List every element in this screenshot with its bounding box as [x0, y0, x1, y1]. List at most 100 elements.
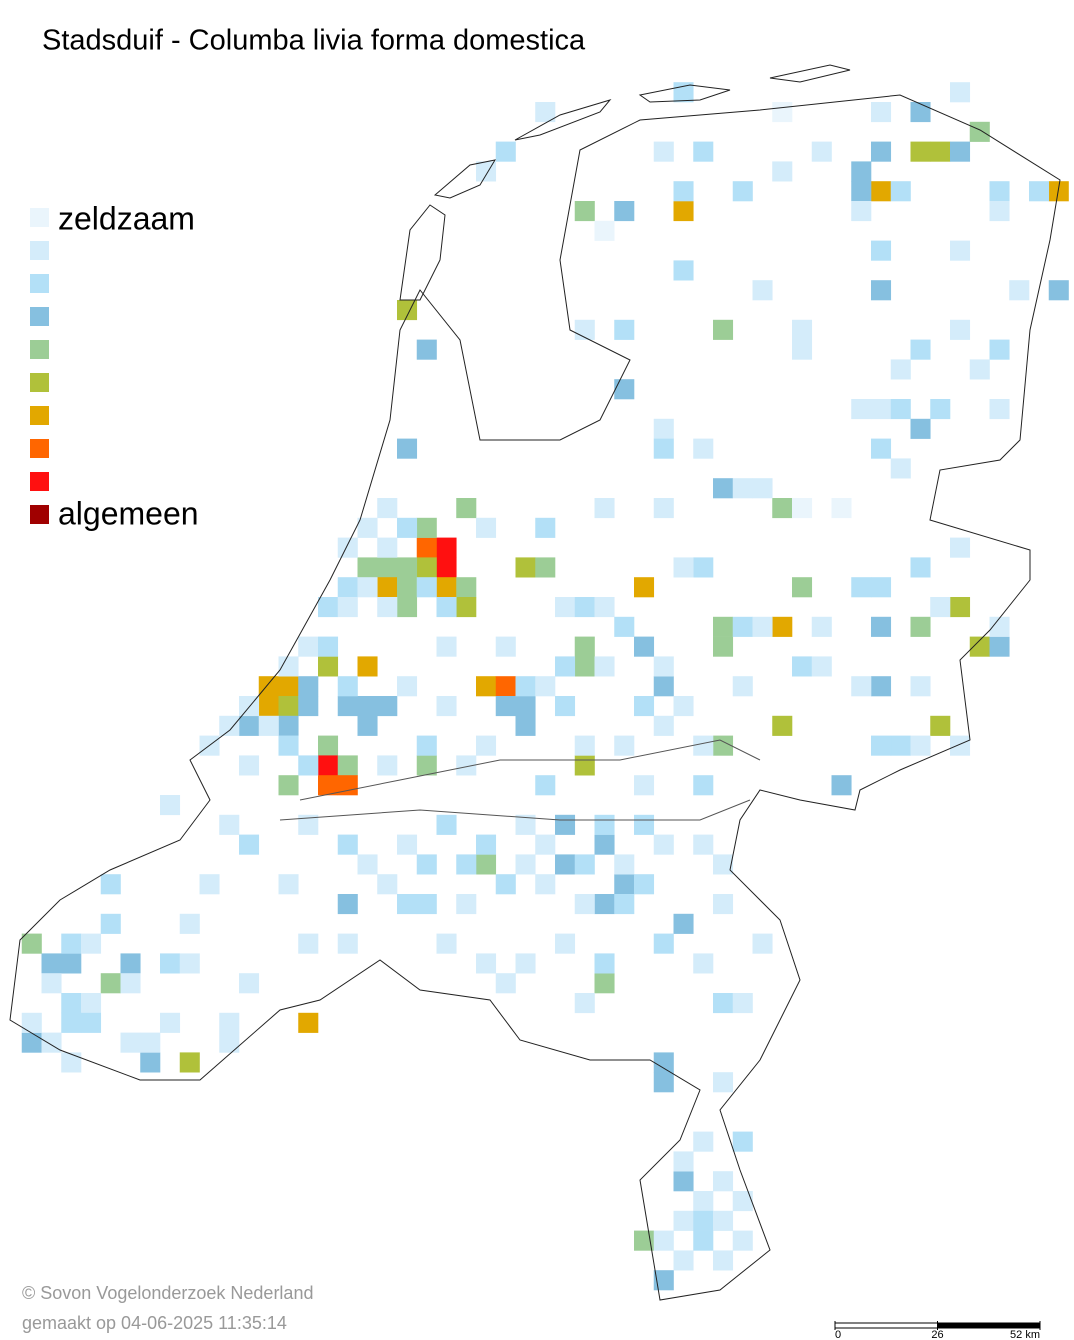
grid-cell: [950, 597, 971, 618]
grid-cell: [555, 854, 576, 875]
grid-cell: [377, 537, 398, 558]
grid-cell: [614, 616, 635, 637]
grid-cell: [239, 834, 260, 855]
grid-cell: [239, 715, 260, 736]
grid-cell: [831, 498, 852, 519]
grid-cell: [456, 597, 477, 618]
grid-cell: [910, 557, 931, 578]
island: [769, 64, 851, 83]
grid-cell: [436, 636, 457, 657]
grid-cell: [969, 636, 990, 657]
grid-cell: [278, 874, 299, 895]
grid-cell: [634, 874, 655, 895]
grid-cell: [278, 696, 299, 717]
grid-cell: [436, 577, 457, 598]
grid-cell: [772, 715, 793, 736]
grid-cell: [318, 755, 339, 776]
grid-cell: [495, 676, 516, 697]
grid-cell: [851, 577, 872, 598]
grid-cell: [495, 874, 516, 895]
grid-cell: [811, 141, 832, 162]
grid-cell: [515, 715, 536, 736]
grid-cell: [831, 775, 852, 796]
grid-cell: [377, 557, 398, 578]
grid-cell: [574, 656, 595, 677]
grid-cell: [693, 1230, 714, 1251]
grid-cell: [258, 676, 279, 697]
grid-cell: [456, 498, 477, 519]
grid-cell: [693, 141, 714, 162]
grid-cell: [732, 616, 753, 637]
grid-cell: [495, 973, 516, 994]
grid-cell: [357, 557, 378, 578]
grid-cell: [416, 854, 437, 875]
grid-cell: [81, 993, 102, 1014]
grid-cell: [890, 458, 911, 479]
grid-cell: [930, 399, 951, 420]
grid-cell: [278, 775, 299, 796]
grid-cell: [574, 597, 595, 618]
grid-cell: [436, 537, 457, 558]
grid-cell: [693, 1131, 714, 1152]
grid-cell: [535, 874, 556, 895]
grid-cell: [594, 597, 615, 618]
grid-cell: [476, 953, 497, 974]
grid-cell: [713, 1072, 734, 1093]
grid-cell: [871, 577, 892, 598]
grid-cell: [515, 953, 536, 974]
grid-cell: [179, 953, 200, 974]
grid-cell: [337, 933, 358, 954]
grid-cell: [950, 82, 971, 103]
grid-cell: [910, 102, 931, 123]
grid-cell: [377, 755, 398, 776]
grid-cell: [871, 240, 892, 261]
grid-cell: [476, 735, 497, 756]
river: [279, 739, 761, 821]
grid-cell: [574, 735, 595, 756]
legend-swatch: [30, 505, 49, 524]
grid-cell: [614, 201, 635, 222]
grid-cell: [950, 735, 971, 756]
grid-cell: [871, 676, 892, 697]
grid-cell: [614, 379, 635, 400]
grid-cell: [693, 1191, 714, 1212]
grid-cell: [337, 537, 358, 558]
grid-cell: [298, 636, 319, 657]
grid-cell: [910, 735, 931, 756]
grid-cell: [555, 696, 576, 717]
grid-cell: [160, 1012, 181, 1033]
grid-cell: [989, 339, 1010, 360]
grid-cell: [337, 676, 358, 697]
scale-segment: [937, 1322, 1041, 1329]
grid-cell: [574, 755, 595, 776]
grid-cell: [653, 1230, 674, 1251]
grid-cell: [732, 1191, 753, 1212]
grid-cell: [594, 656, 615, 677]
grid-cell: [219, 814, 240, 835]
grid-cell: [258, 696, 279, 717]
grid-cell: [910, 339, 931, 360]
grid-cell: [693, 953, 714, 974]
grid-cell: [950, 141, 971, 162]
grid-cell: [871, 735, 892, 756]
grid-cell: [278, 735, 299, 756]
grid-cell: [713, 1250, 734, 1271]
scale-bar: 0 26 52 km: [834, 1321, 1041, 1340]
grid-cell: [41, 953, 62, 974]
grid-cell: [772, 498, 793, 519]
grid-cell: [989, 181, 1010, 202]
grid-cell: [713, 854, 734, 875]
grid-cell: [634, 775, 655, 796]
grid-cell: [239, 755, 260, 776]
grid-cell: [693, 735, 714, 756]
grid-cell: [61, 1012, 82, 1033]
grid-cell: [594, 220, 615, 241]
grid-cell: [337, 597, 358, 618]
grid-cell: [752, 933, 773, 954]
grid-cell: [21, 933, 42, 954]
grid-cell: [61, 953, 82, 974]
grid-cell: [357, 517, 378, 538]
grid-cell: [357, 854, 378, 875]
grid-cell: [673, 1210, 694, 1231]
grid-cell: [535, 775, 556, 796]
